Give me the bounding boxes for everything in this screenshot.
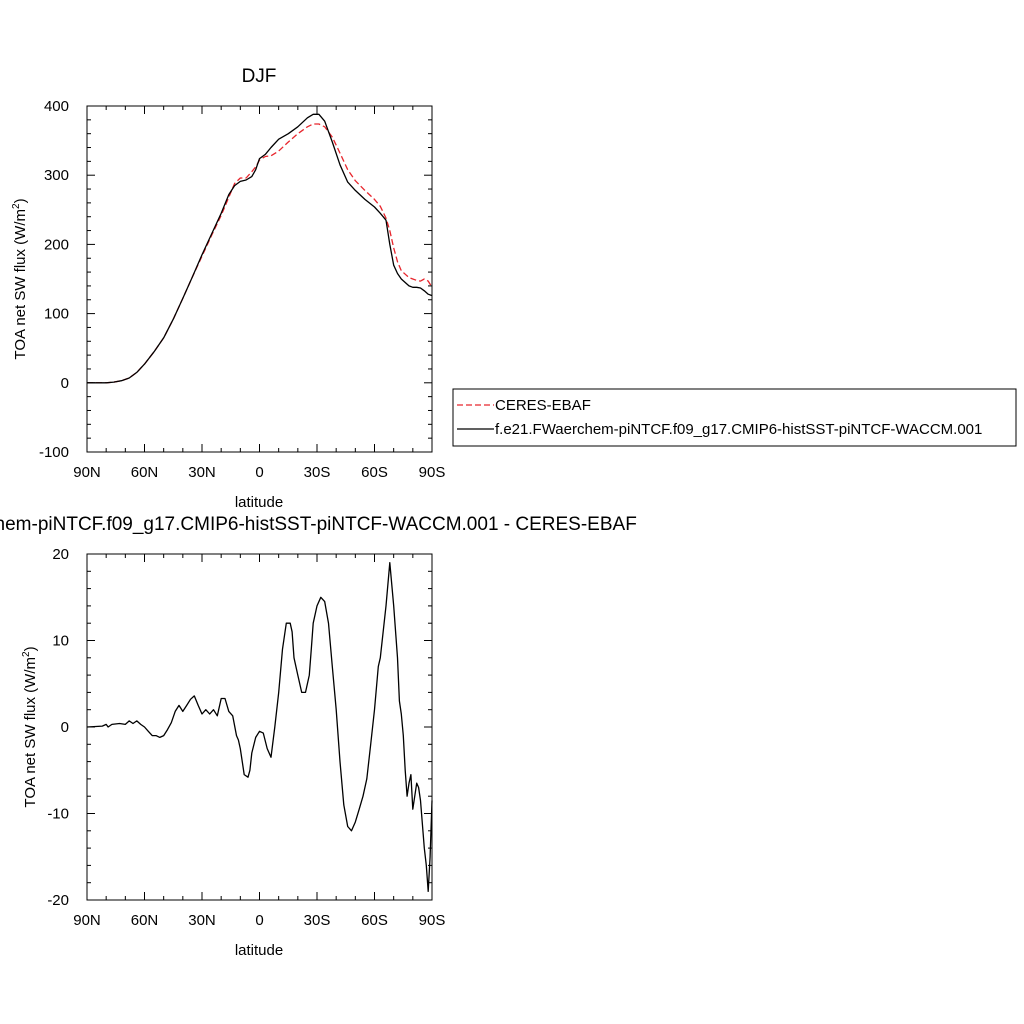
top-xtick-label: 90S bbox=[419, 464, 446, 481]
top-ytick-label: 100 bbox=[44, 306, 69, 323]
legend: CERES-EBAF f.e21.FWaerchem-piNTCF.f09_g1… bbox=[452, 388, 1017, 447]
bottom-ylabel-end: ) bbox=[22, 646, 39, 651]
top-xtick-label: 60S bbox=[361, 464, 388, 481]
bottom-xtick-label: 0 bbox=[255, 912, 263, 929]
top-ylabel: TOA net SW flux (W/m2) bbox=[11, 198, 29, 359]
bottom-series-line-0 bbox=[86, 562, 433, 893]
top-series-line-0 bbox=[87, 123, 433, 384]
bottom-ylabel-main: TOA net SW flux (W/m bbox=[22, 657, 39, 808]
top-xtick-label: 60N bbox=[131, 464, 159, 481]
top-ytick-label: 300 bbox=[44, 167, 69, 184]
bottom-plot-area bbox=[86, 553, 433, 901]
bottom-xticklabels: 90N 60N 30N 0 30S 60S 90S bbox=[73, 912, 445, 929]
top-xtick-label: 30S bbox=[304, 464, 331, 481]
plot-bottom: f.e21.FWaerchem-piNTCF.f09_g17.CMIP6-his… bbox=[0, 514, 637, 959]
legend-label-model: f.e21.FWaerchem-piNTCF.f09_g17.CMIP6-his… bbox=[495, 421, 982, 438]
top-ytick-label: 200 bbox=[44, 236, 69, 253]
bottom-ylabel-sup: 2 bbox=[21, 651, 32, 657]
top-ytick-label: 0 bbox=[61, 375, 69, 392]
bottom-ytick-label: 10 bbox=[52, 633, 69, 650]
bottom-ytick-label: -20 bbox=[47, 892, 69, 909]
bottom-ytick-label: 20 bbox=[52, 546, 69, 563]
top-ylabel-main: TOA net SW flux (W/m bbox=[12, 209, 29, 360]
top-xticklabels: 90N 60N 30N 0 30S 60S 90S bbox=[73, 464, 445, 481]
legend-box bbox=[452, 388, 1017, 447]
bottom-xtick-label: 90S bbox=[419, 912, 446, 929]
bottom-xtick-label: 90N bbox=[73, 912, 101, 929]
top-xtick-label: 0 bbox=[255, 464, 263, 481]
top-series-line-1 bbox=[87, 113, 433, 384]
bottom-title: f.e21.FWaerchem-piNTCF.f09_g17.CMIP6-his… bbox=[0, 514, 637, 535]
bottom-xtick-label: 60N bbox=[131, 912, 159, 929]
top-yticklabels: 400 300 200 100 0 -100 bbox=[39, 98, 69, 461]
bottom-xtick-label: 30N bbox=[188, 912, 216, 929]
top-xtick-label: 90N bbox=[73, 464, 101, 481]
top-plot-area bbox=[86, 105, 433, 453]
top-xlabel: latitude bbox=[235, 494, 283, 511]
top-title: DJF bbox=[242, 66, 277, 87]
legend-label-ceres: CERES-EBAF bbox=[495, 397, 591, 414]
top-ytick-label: -100 bbox=[39, 444, 69, 461]
top-ytick-label: 400 bbox=[44, 98, 69, 115]
top-xtick-label: 30N bbox=[188, 464, 216, 481]
bottom-xtick-label: 30S bbox=[304, 912, 331, 929]
top-ylabel-sup: 2 bbox=[11, 203, 22, 209]
bottom-yticklabels: 20 10 0 -10 -20 bbox=[47, 546, 69, 909]
top-ylabel-end: ) bbox=[12, 198, 29, 203]
bottom-ytick-label: -10 bbox=[47, 806, 69, 823]
bottom-ytick-label: 0 bbox=[61, 719, 69, 736]
bottom-frame bbox=[86, 553, 433, 901]
bottom-xlabel: latitude bbox=[235, 942, 283, 959]
bottom-xtick-label: 60S bbox=[361, 912, 388, 929]
bottom-ylabel: TOA net SW flux (W/m2) bbox=[21, 646, 39, 807]
